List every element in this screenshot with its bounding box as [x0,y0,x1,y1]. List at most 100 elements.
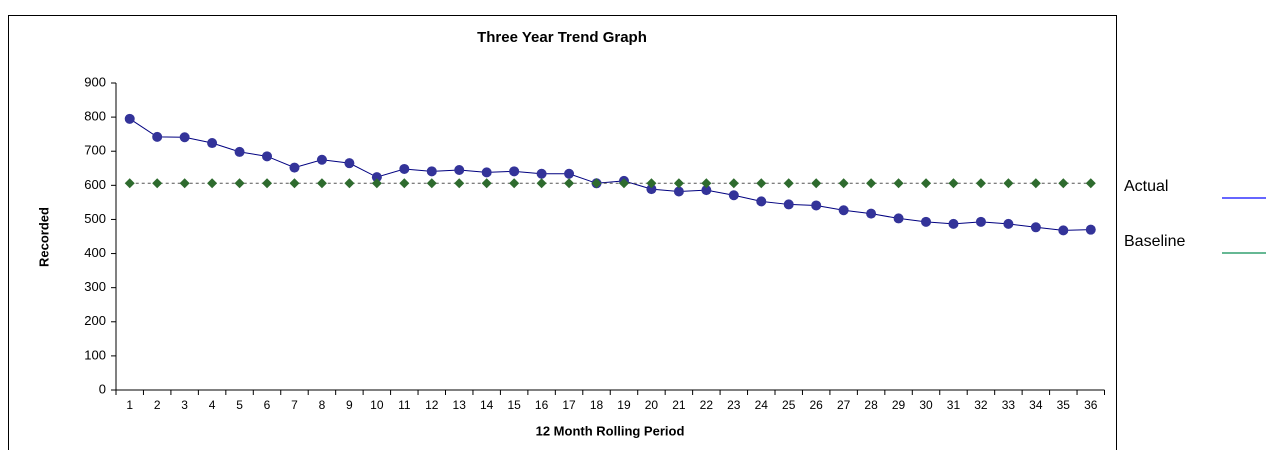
marker [866,208,877,219]
x-tick-label: 4 [209,398,216,412]
marker [1003,178,1014,189]
marker [618,178,629,189]
x-tick-label: 5 [236,398,243,412]
marker [207,138,218,149]
marker [426,178,437,189]
y-tick-label: 800 [84,109,106,124]
marker [454,178,465,189]
marker [371,172,382,183]
marker [948,178,959,189]
marker [701,178,712,189]
marker [344,158,355,169]
x-tick-label: 12 [425,398,439,412]
marker [509,166,520,177]
x-tick-label: 3 [181,398,188,412]
marker [399,163,410,174]
x-tick-label: 26 [810,398,824,412]
x-tick-label: 15 [507,398,521,412]
marker [783,199,794,210]
marker [289,178,300,189]
x-tick-label: 23 [727,398,741,412]
y-axis-label: Recorded [36,207,51,267]
marker [921,178,932,189]
x-tick-label: 16 [535,398,549,412]
marker [234,178,245,189]
x-tick-label: 14 [480,398,494,412]
marker [371,178,382,189]
x-tick-label: 7 [291,398,298,412]
marker [893,213,904,224]
y-tick-label: 100 [84,347,106,362]
marker [1085,224,1096,235]
marker [811,200,822,211]
x-axis-label: 12 Month Rolling Period [536,423,685,438]
x-tick-label: 8 [319,398,326,412]
marker [289,162,300,173]
marker [481,178,492,189]
x-tick-label: 2 [154,398,161,412]
x-tick-label: 21 [672,398,686,412]
marker [1030,222,1041,233]
marker [344,178,355,189]
y-tick-label: 400 [84,245,106,260]
x-tick-label: 10 [370,398,384,412]
y-tick-label: 900 [84,74,106,89]
marker [948,218,959,229]
marker [1085,178,1096,189]
marker [591,178,602,189]
x-tick-label: 24 [755,398,769,412]
marker [646,184,657,195]
x-tick-label: 29 [892,398,906,412]
x-tick-label: 19 [617,398,631,412]
y-tick-label: 600 [84,177,106,192]
chart-title: Three Year Trend Graph [477,29,647,46]
marker [454,164,465,175]
marker [1030,178,1041,189]
marker [124,113,135,124]
marker [646,178,657,189]
x-tick-label: 13 [453,398,467,412]
x-tick-label: 30 [919,398,933,412]
marker [866,178,877,189]
marker [728,190,739,201]
marker [673,178,684,189]
x-tick-label: 31 [947,398,961,412]
legend-label: Baseline [1124,233,1185,250]
marker [1058,178,1069,189]
marker [234,146,245,157]
x-tick-label: 18 [590,398,604,412]
marker [1003,218,1014,229]
x-tick-label: 32 [974,398,988,412]
marker [728,178,739,189]
marker [564,178,575,189]
marker [564,168,575,179]
chart-frame [8,15,1117,455]
x-tick-label: 9 [346,398,353,412]
legend-label: Actual [1124,178,1168,195]
marker [975,216,986,227]
marker [124,178,135,189]
marker [536,168,547,179]
marker [179,132,190,143]
y-tick-label: 300 [84,279,106,294]
x-tick-label: 1 [126,398,133,412]
x-tick-label: 36 [1084,398,1098,412]
y-tick-label: 500 [84,211,106,226]
marker [179,178,190,189]
marker [316,178,327,189]
x-tick-label: 17 [562,398,576,412]
marker [673,186,684,197]
x-tick-label: 28 [864,398,878,412]
marker [893,178,904,189]
x-tick-label: 20 [645,398,659,412]
marker [811,178,822,189]
marker [426,166,437,177]
y-tick-label: 0 [99,381,106,396]
marker [838,205,849,216]
marker [207,178,218,189]
marker [975,178,986,189]
marker [701,185,712,196]
marker [783,178,794,189]
x-tick-label: 22 [700,398,714,412]
marker [152,131,163,142]
